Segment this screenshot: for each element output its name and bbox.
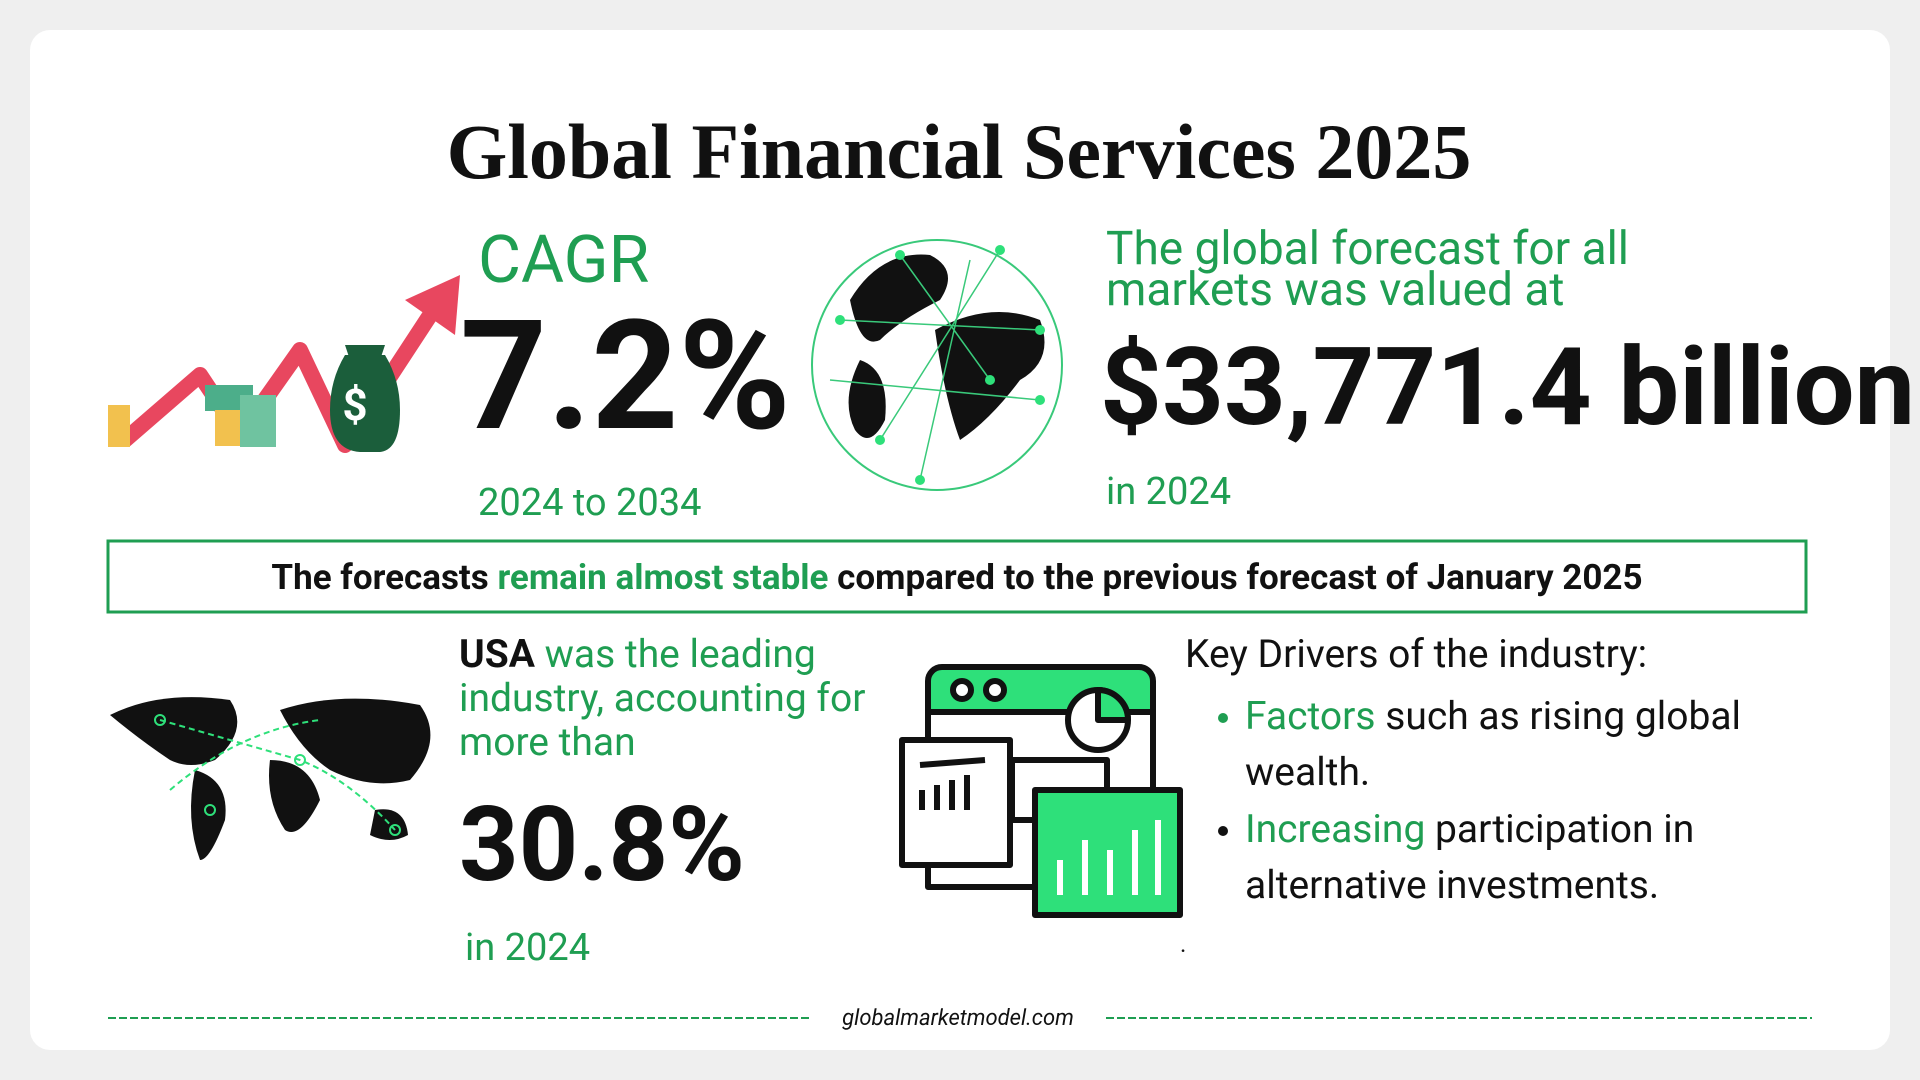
- cagr-period: 2024 to 2034: [478, 481, 701, 525]
- driver-text: wealth.: [1245, 749, 1370, 795]
- usa-value: 30.8%: [459, 785, 745, 906]
- drivers-list: Factors such as rising globalwealth.Incr…: [1218, 693, 1741, 908]
- usa-text: industry, accounting for: [459, 675, 865, 721]
- usa-text: more than: [459, 719, 636, 765]
- forecast-text: The global forecast for all: [1106, 222, 1629, 276]
- title: Global Financial Services 2025: [447, 108, 1472, 195]
- banner-text: The forecasts remain almost stable compa…: [271, 557, 1642, 598]
- driver-text: alternative investments.: [1245, 862, 1659, 908]
- globe-icon: [811, 239, 1063, 491]
- usa-country: USA: [459, 631, 536, 677]
- driver-text-part: such as rising global: [1376, 693, 1742, 739]
- usa-text: USA was the leading: [459, 631, 816, 677]
- dashboard-icon: [899, 664, 1183, 918]
- banner-part: compared to the previous forecast of Jan…: [828, 557, 1642, 598]
- driver-highlight: Factors: [1245, 693, 1376, 739]
- footer: globalmarketmodel.com: [842, 1006, 1074, 1031]
- forecast-value: $33,771.4 billion: [1100, 325, 1915, 451]
- driver-text: Increasing participation in: [1245, 806, 1694, 852]
- banner-highlight: remain almost stable: [497, 557, 828, 598]
- driver-text-part: participation in: [1425, 806, 1694, 852]
- trailing-mark: .: [1180, 930, 1186, 958]
- svg-text:$: $: [342, 379, 367, 431]
- drivers-heading: Key Drivers of the industry:: [1185, 631, 1647, 677]
- driver-highlight: Increasing: [1245, 806, 1425, 852]
- driver-text: Factors such as rising global: [1245, 693, 1741, 739]
- cagr-value: 7.2%: [460, 288, 791, 466]
- growth-icon: $: [108, 275, 460, 453]
- bullet: [1218, 713, 1228, 723]
- banner-box: [106, 539, 1808, 614]
- bullet: [1218, 826, 1228, 836]
- usa-text-part: was the leading: [535, 631, 816, 677]
- banner-part: The forecasts: [271, 557, 497, 598]
- world-map-icon: [110, 697, 431, 860]
- forecast-text: markets was valued at: [1106, 263, 1564, 317]
- usa-period: in 2024: [465, 926, 590, 970]
- cagr-label: CAGR: [478, 222, 649, 299]
- forecast-period: in 2024: [1106, 470, 1231, 514]
